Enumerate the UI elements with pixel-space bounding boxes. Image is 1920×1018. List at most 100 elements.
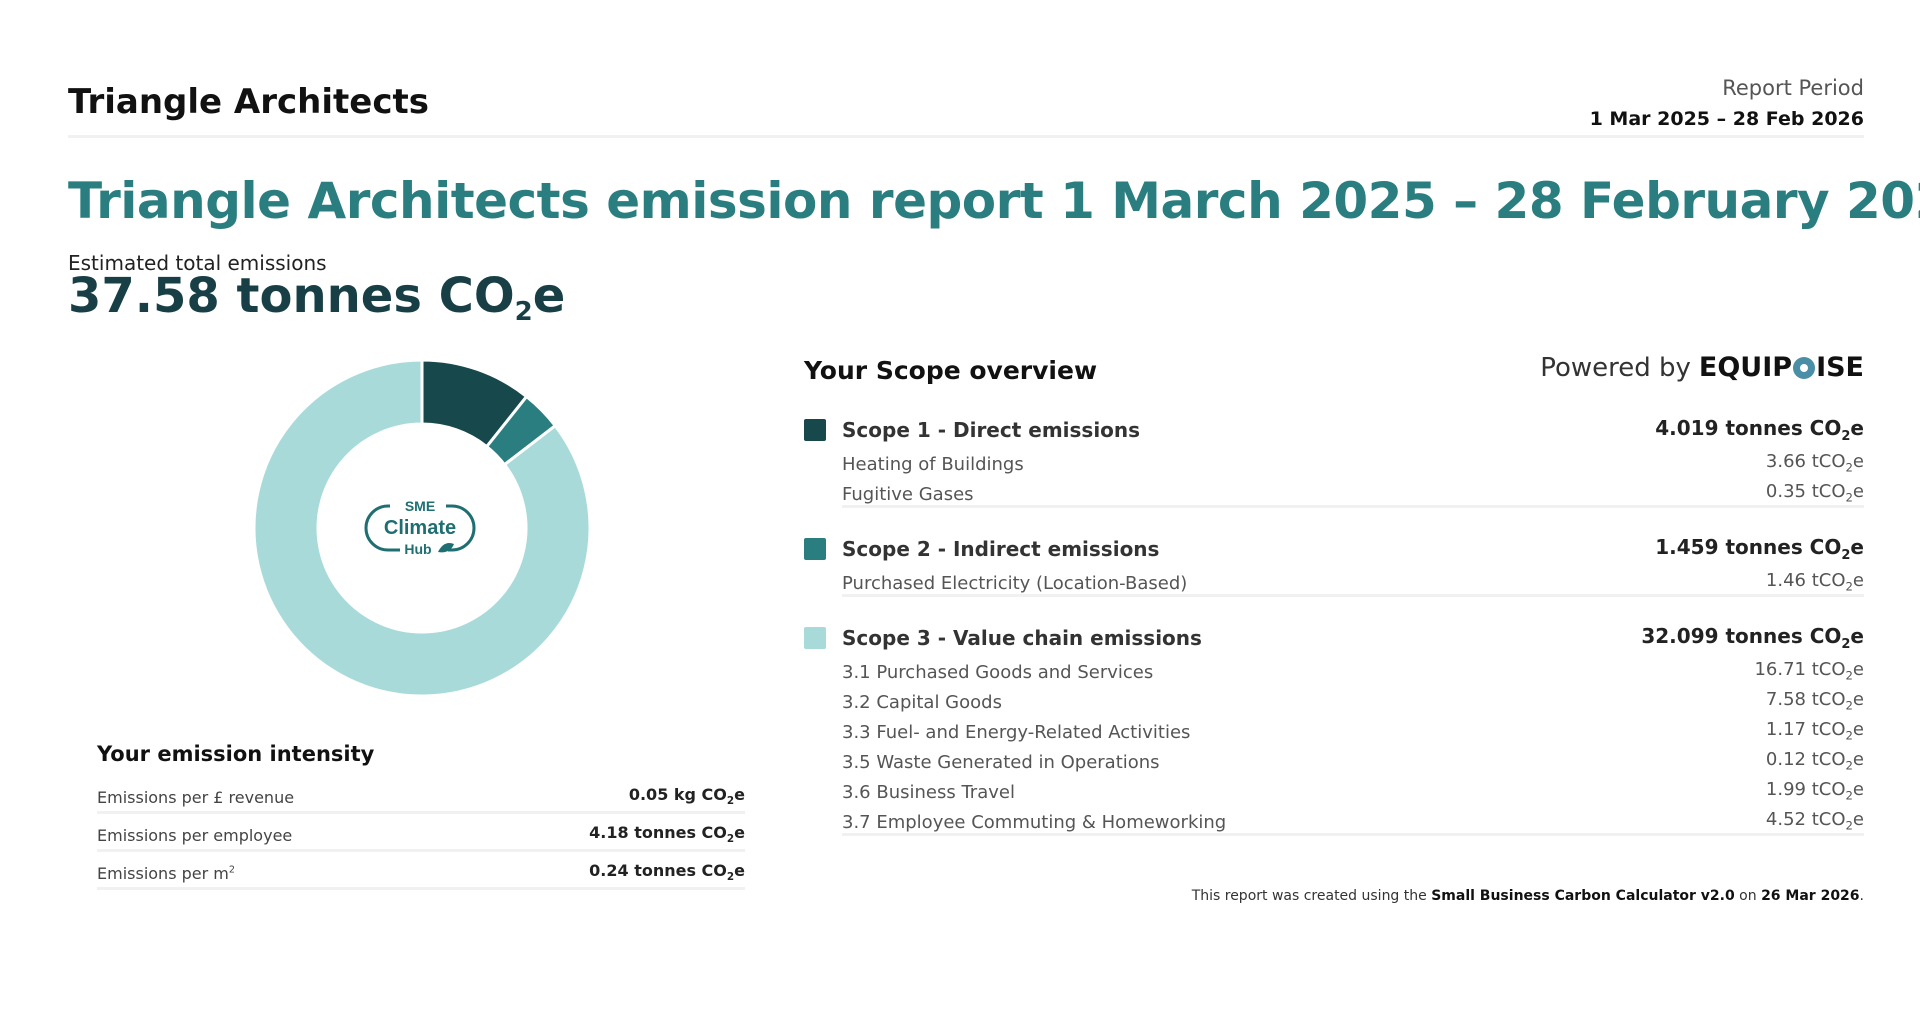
- emission-intensity-title: Your emission intensity: [97, 742, 375, 766]
- scope-title-text: Scope 1 - Direct emissions: [842, 418, 1141, 442]
- scope-total: 32.099 tonnes CO2e: [1641, 624, 1864, 652]
- scope-item: 3.7 Employee Commuting & Homeworking 4.52…: [842, 803, 1864, 836]
- intensity-value-suffix: e: [734, 860, 745, 880]
- scope-swatch: [804, 419, 826, 441]
- scope-item: 3.6 Business Travel 1.99 tCO2e: [842, 773, 1864, 803]
- scope-item-value-sub: 2: [1845, 461, 1853, 475]
- scope-total-sub: 2: [1841, 548, 1851, 563]
- scope-item-value-suffix: e: [1852, 779, 1864, 801]
- intensity-value: 0.05 kg CO2e: [629, 785, 745, 807]
- logo-text-sme: SME: [405, 498, 435, 514]
- scope-item-value-main: 4.52 tCO: [1765, 809, 1846, 831]
- powered-by: Powered by EQUIP ISE: [1540, 352, 1864, 383]
- scope-item-value-suffix: e: [1852, 659, 1864, 681]
- scope-item-value-suffix: e: [1852, 689, 1864, 711]
- powered-by-label: Powered by: [1540, 352, 1691, 383]
- scope-item-label: 3.1 Purchased Goods and Services: [842, 662, 1154, 683]
- scope-total: 4.019 tonnes CO2e: [1655, 416, 1864, 444]
- total-value-suffix: e: [532, 268, 566, 324]
- report-footer: This report was created using the Small …: [1192, 888, 1864, 904]
- scope-total-main: 4.019 tonnes CO: [1655, 416, 1842, 440]
- scope-item-value-sub: 2: [1845, 699, 1853, 713]
- scope-section-1: Scope 1 - Direct emissions 4.019 tonnes C…: [804, 415, 1864, 508]
- scope-item-label: 3.2 Capital Goods: [842, 692, 1002, 713]
- scope-section-3: Scope 3 - Value chain emissions 32.099 to…: [804, 623, 1864, 836]
- footer-prefix: This report was created using the: [1191, 888, 1432, 904]
- scope-header: Scope 3 - Value chain emissions 32.099 to…: [804, 623, 1864, 653]
- report-period: Report Period 1 Mar 2025 – 28 Feb 2026: [1590, 76, 1864, 130]
- total-value-main: 37.58 tonnes CO: [68, 268, 515, 324]
- scope-header: Scope 1 - Direct emissions 4.019 tonnes C…: [804, 415, 1864, 445]
- donut-slice-scope-3: [252, 358, 592, 698]
- scope-item-value-suffix: e: [1852, 719, 1864, 741]
- scope-item-label: 3.5 Waste Generated in Operations: [842, 752, 1160, 773]
- report-period-label: Report Period: [1722, 76, 1864, 100]
- scope-item-value: 1.46 tCO2e: [1766, 570, 1864, 594]
- scope-total-sub: 2: [1841, 637, 1851, 652]
- intensity-value: 0.24 tonnes CO2e: [589, 861, 745, 883]
- scope-total-sub: 2: [1841, 429, 1851, 444]
- scope-item-value-suffix: e: [1852, 570, 1864, 592]
- scope-item-value-main: 1.46 tCO: [1765, 570, 1846, 592]
- intensity-value-main: 0.05 kg CO: [628, 784, 727, 804]
- scope-swatch: [804, 627, 826, 649]
- intensity-label-main: Emissions per m: [97, 864, 229, 883]
- brand-text-left: EQUIP: [1698, 352, 1793, 383]
- intensity-value-suffix: e: [734, 784, 745, 804]
- scope-overview-heading: Your Scope overview: [804, 356, 1098, 385]
- scope-title-text: Scope 3 - Value chain emissions: [842, 626, 1202, 650]
- scope-item-value: 1.17 tCO2e: [1766, 719, 1864, 743]
- scope-total-main: 1.459 tonnes CO: [1655, 535, 1842, 559]
- scope-title: Scope 3 - Value chain emissions: [804, 626, 1202, 650]
- scope-item-value-main: 1.17 tCO: [1765, 719, 1846, 741]
- scope-total-suffix: e: [1850, 416, 1864, 440]
- sme-climate-hub-logo: SME Climate Hub: [364, 498, 476, 558]
- intensity-label: Emissions per employee: [97, 826, 293, 845]
- footer-suffix: .: [1859, 888, 1864, 904]
- intensity-value-sub: 2: [726, 871, 735, 883]
- scope-item-label: Heating of Buildings: [842, 454, 1024, 475]
- scope-item-value-main: 1.99 tCO: [1765, 779, 1846, 801]
- scope-title: Scope 1 - Direct emissions: [804, 418, 1140, 442]
- footer-date: 26 Mar 2026: [1761, 888, 1860, 904]
- scope-item-value-sub: 2: [1845, 669, 1853, 683]
- header-divider: [68, 135, 1864, 138]
- scope-item-value-main: 0.12 tCO: [1765, 749, 1846, 771]
- emission-intensity-panel: Your emission intensity Emissions per £ …: [97, 742, 745, 890]
- scope-item: 3.2 Capital Goods 7.58 tCO2e: [842, 683, 1864, 713]
- intensity-value-main: 4.18 tonnes CO: [589, 822, 727, 842]
- scope-item-label: Fugitive Gases: [842, 484, 974, 505]
- logo-text-hub: Hub: [404, 541, 431, 557]
- scope-item-value-sub: 2: [1845, 580, 1853, 594]
- intensity-value: 4.18 tonnes CO2e: [589, 823, 745, 845]
- scope-item-label: 3.6 Business Travel: [842, 782, 1015, 803]
- total-value-sub: 2: [514, 297, 533, 327]
- scope-item-value: 7.58 tCO2e: [1766, 689, 1864, 713]
- scope-item: 3.5 Waste Generated in Operations 0.12 tC…: [842, 743, 1864, 773]
- emissions-donut-chart: [252, 358, 592, 698]
- intensity-label: Emissions per m2: [97, 864, 235, 883]
- scope-item-value-main: 7.58 tCO: [1765, 689, 1846, 711]
- scope-title: Scope 2 - Indirect emissions: [804, 537, 1159, 561]
- scope-item-value-sub: 2: [1845, 819, 1853, 833]
- intensity-label: Emissions per £ revenue: [97, 788, 295, 807]
- scope-item-value: 0.35 tCO2e: [1766, 481, 1864, 505]
- scope-item-value: 0.12 tCO2e: [1766, 749, 1864, 773]
- footer-tool-name: Small Business Carbon Calculator v2.0: [1431, 888, 1735, 904]
- intensity-value-main: 0.24 tonnes CO: [589, 860, 727, 880]
- scope-item-label: 3.3 Fuel- and Energy-Related Activities: [842, 722, 1191, 743]
- scope-total-suffix: e: [1850, 624, 1864, 648]
- scope-item-value-suffix: e: [1852, 481, 1864, 503]
- intensity-label-sup: 2: [228, 864, 235, 876]
- intensity-value-sub: 2: [726, 795, 735, 807]
- scope-item-value-suffix: e: [1852, 451, 1864, 473]
- scope-item-value-sub: 2: [1845, 491, 1853, 505]
- scope-item-value: 16.71 tCO2e: [1754, 659, 1864, 683]
- scope-header: Scope 2 - Indirect emissions 1.459 tonnes…: [804, 534, 1864, 564]
- scope-item-value-sub: 2: [1845, 759, 1853, 773]
- scope-item-value: 3.66 tCO2e: [1766, 451, 1864, 475]
- scope-item-value-main: 3.66 tCO: [1765, 451, 1846, 473]
- footer-middle: on: [1734, 888, 1762, 904]
- company-name: Triangle Architects: [68, 82, 429, 122]
- scope-item-value-suffix: e: [1852, 809, 1864, 831]
